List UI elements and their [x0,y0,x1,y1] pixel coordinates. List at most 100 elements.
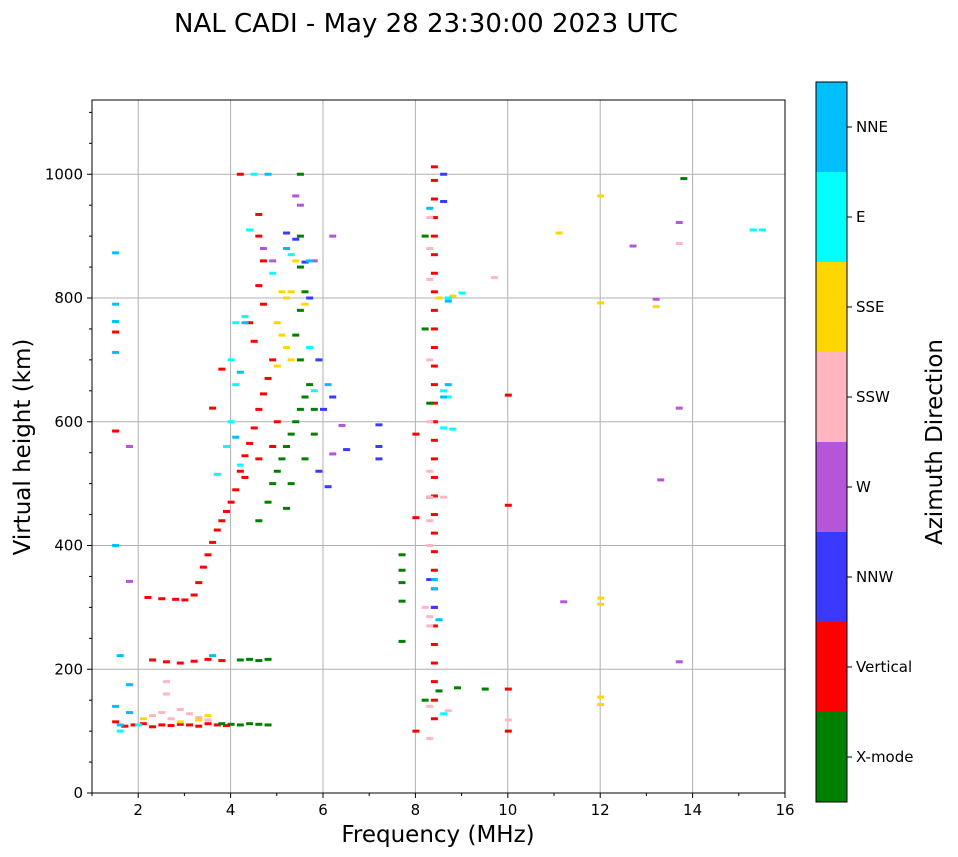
data-point [273,364,281,368]
data-point [222,509,230,513]
data-point [218,519,226,523]
data-point [426,216,434,220]
data-point [195,724,203,728]
colorbar-segment [816,712,847,802]
data-point [444,299,452,303]
data-point [430,290,438,294]
data-point [652,297,660,301]
x-tick-label: 2 [133,801,143,819]
data-point [430,165,438,169]
colorbar-tick-label: E [856,208,865,226]
data-point [269,271,277,275]
data-point [504,503,512,507]
data-point [199,565,207,569]
data-point [241,454,249,458]
data-point [430,346,438,349]
data-point [287,482,295,486]
data-point [296,407,304,411]
data-point [675,660,683,664]
data-point [255,284,263,288]
colorbar-frame [815,81,848,803]
data-point [246,657,254,661]
colorbar-segment [816,532,847,622]
data-point [255,722,263,726]
data-point [310,432,318,436]
data-point [255,407,263,411]
data-point [112,330,120,334]
data-point [269,259,277,263]
data-point [440,495,448,499]
data-point [430,550,438,554]
data-point [236,172,244,176]
data-point [236,370,244,374]
data-point [264,172,272,176]
colorbar-tick-label: SSE [856,298,885,316]
data-point [306,383,314,387]
data-point [190,593,198,597]
data-point [250,426,258,430]
data-point [112,302,120,306]
data-point [301,302,309,306]
data-point [315,469,323,473]
data-point [139,722,147,726]
data-point [283,231,291,235]
data-point [426,578,434,582]
data-point [444,296,452,300]
colorbar-segment [816,172,847,262]
data-point [435,689,443,693]
data-point [597,194,605,198]
data-point [444,709,452,713]
data-point [135,723,143,727]
data-point [278,333,286,337]
data-point [296,234,304,238]
x-tick-label: 12 [591,801,610,819]
data-point [292,194,300,198]
data-point [246,722,254,726]
data-point [273,321,281,325]
data-point [398,599,406,603]
data-point [167,724,175,728]
data-point [430,364,438,368]
data-point [255,519,263,523]
data-point [116,654,124,658]
data-point [255,234,263,238]
data-point [176,720,184,724]
x-tick-label: 14 [683,801,702,819]
data-point [426,206,434,210]
data-point [504,393,512,397]
y-tick-label: 400 [54,537,83,555]
colorbar-segment [816,262,847,352]
data-point [246,321,254,325]
data-point [195,581,203,585]
y-tick-label: 200 [54,660,83,678]
data-point [269,358,277,362]
data-point [222,724,230,728]
data-point [504,729,512,733]
data-point [204,657,212,661]
series-w [125,194,683,664]
data-point [398,639,406,643]
data-point [560,600,568,604]
data-point [287,290,295,294]
data-point [310,259,318,263]
data-point [310,407,318,411]
series-ssw [149,216,683,741]
data-marks [112,165,766,741]
data-point [222,445,230,448]
x-tick-label: 6 [318,801,328,819]
data-point [125,683,133,687]
data-point [430,624,438,628]
colorbar-tick-label: SSW [856,388,890,406]
data-point [449,294,457,298]
data-point [176,707,184,711]
data-point [430,383,438,387]
data-point [213,723,221,727]
data-point [116,723,124,727]
colorbar-tick-label: X-mode [856,748,913,766]
data-point [597,703,605,707]
data-point [426,544,434,547]
data-point [269,445,277,448]
data-point [324,485,332,489]
data-point [430,587,438,591]
data-point [749,228,757,232]
